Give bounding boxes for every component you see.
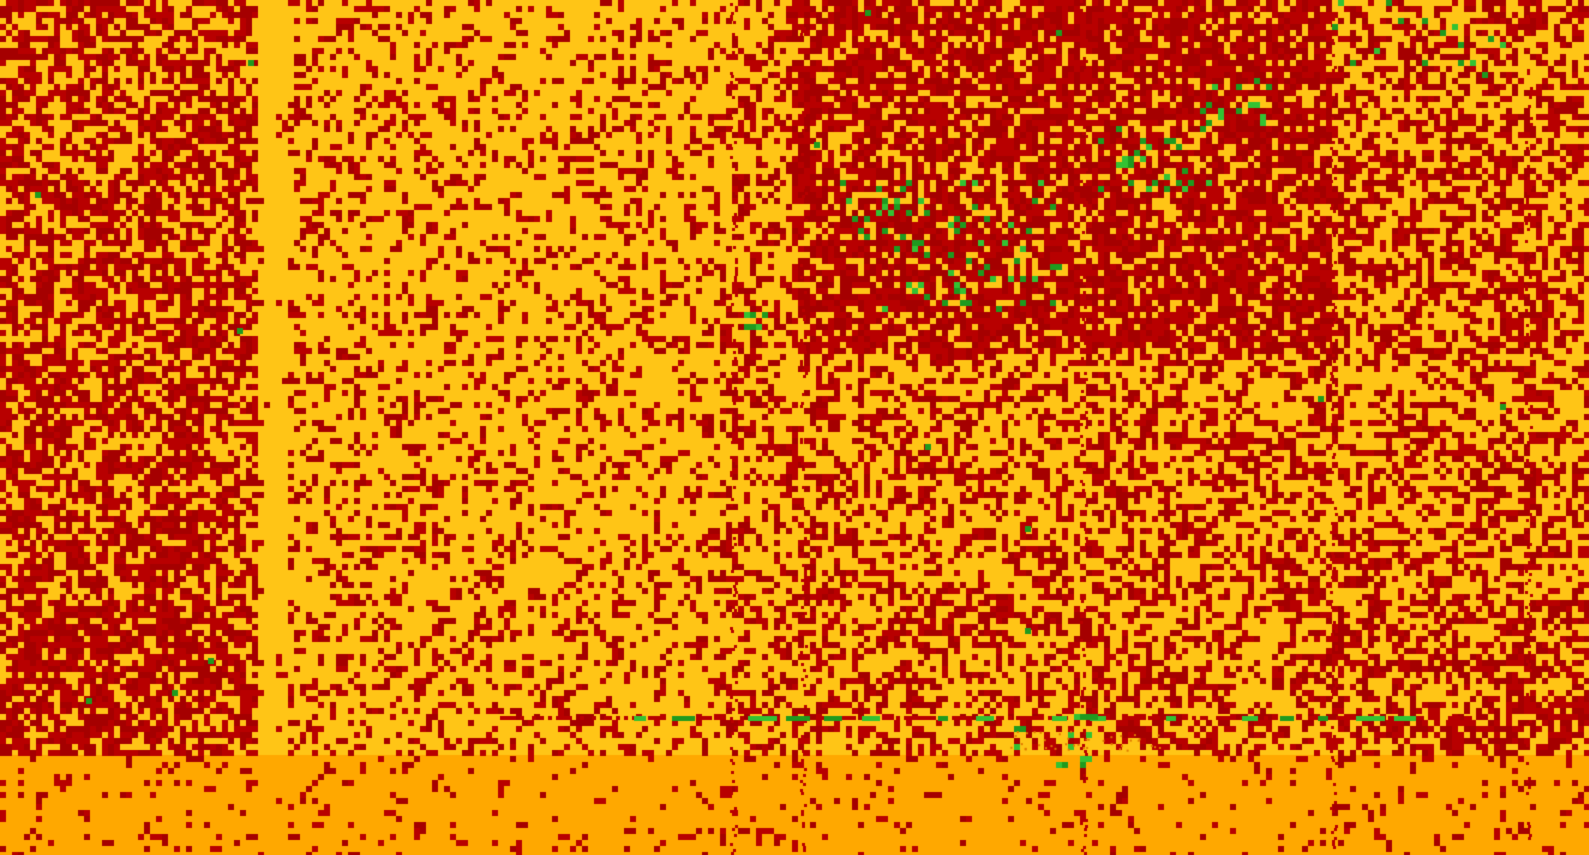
- noise-canvas-container: [0, 0, 1589, 855]
- noise-texture-icon: [0, 0, 1589, 855]
